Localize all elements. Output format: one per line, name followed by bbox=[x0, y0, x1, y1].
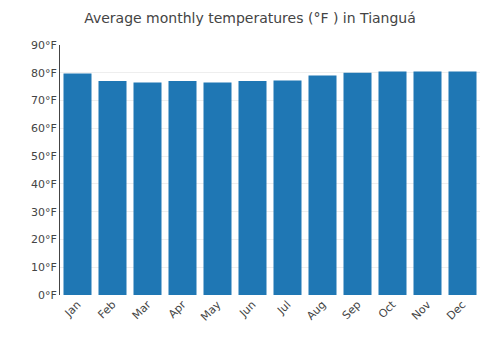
svg-text:Oct: Oct bbox=[376, 298, 399, 321]
svg-text:40°F: 40°F bbox=[31, 178, 57, 191]
svg-text:Jul: Jul bbox=[274, 298, 293, 317]
svg-text:Mar: Mar bbox=[130, 298, 154, 322]
svg-text:Jan: Jan bbox=[62, 298, 84, 320]
svg-text:30°F: 30°F bbox=[31, 206, 57, 219]
svg-text:Aug: Aug bbox=[304, 298, 328, 322]
svg-text:20°F: 20°F bbox=[31, 233, 57, 246]
svg-text:Jun: Jun bbox=[236, 298, 258, 320]
svg-text:70°F: 70°F bbox=[31, 94, 57, 107]
svg-text:90°F: 90°F bbox=[31, 39, 57, 52]
svg-text:0°F: 0°F bbox=[38, 289, 57, 302]
svg-text:60°F: 60°F bbox=[31, 122, 57, 135]
svg-text:May: May bbox=[198, 298, 224, 324]
svg-text:Average monthly temperatures (: Average monthly temperatures (°F ) in Ti… bbox=[84, 10, 416, 26]
svg-text:Feb: Feb bbox=[96, 298, 119, 321]
svg-text:Sep: Sep bbox=[340, 298, 364, 322]
svg-text:80°F: 80°F bbox=[31, 67, 57, 80]
svg-text:10°F: 10°F bbox=[31, 261, 57, 274]
svg-text:Nov: Nov bbox=[409, 298, 434, 323]
svg-text:50°F: 50°F bbox=[31, 150, 57, 163]
svg-text:Dec: Dec bbox=[444, 298, 468, 322]
svg-text:Apr: Apr bbox=[166, 298, 189, 321]
